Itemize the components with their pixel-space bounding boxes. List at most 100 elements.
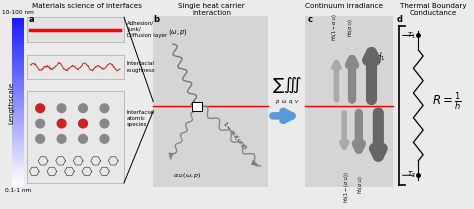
Bar — [12, 116, 24, 118]
Text: $H_1(1-\alpha_{12})$: $H_1(1-\alpha_{12})$ — [330, 13, 339, 41]
Text: $\alpha_{12}(\omega,p)$: $\alpha_{12}(\omega,p)$ — [173, 171, 201, 180]
Bar — [12, 70, 24, 71]
Bar — [12, 28, 24, 29]
Bar — [12, 128, 24, 129]
Bar — [12, 94, 24, 96]
Bar — [12, 160, 24, 162]
Bar — [12, 42, 24, 43]
Bar — [12, 133, 24, 135]
Bar — [12, 29, 24, 31]
Circle shape — [100, 135, 109, 143]
Bar — [12, 101, 24, 102]
Text: b: b — [153, 15, 159, 24]
Bar — [12, 176, 24, 177]
Bar — [12, 114, 24, 115]
Bar — [12, 91, 24, 93]
Bar — [12, 51, 24, 52]
Bar — [12, 119, 24, 121]
Bar — [12, 98, 24, 100]
Text: $H_2(1-(\alpha_{12}))$: $H_2(1-(\alpha_{12}))$ — [342, 171, 351, 203]
Text: c: c — [307, 15, 312, 24]
Bar — [12, 139, 24, 140]
Bar — [12, 124, 24, 125]
Bar — [12, 77, 24, 79]
Bar — [12, 93, 24, 94]
Bar — [12, 166, 24, 167]
Bar — [12, 21, 24, 22]
Bar — [12, 71, 24, 73]
Bar — [12, 59, 24, 60]
Bar — [12, 152, 24, 153]
Bar — [12, 31, 24, 32]
Bar — [12, 104, 24, 105]
Bar — [12, 185, 24, 187]
Text: d: d — [397, 15, 403, 24]
Bar — [12, 36, 24, 38]
Bar — [12, 45, 24, 46]
Bar — [12, 115, 24, 116]
Bar — [12, 181, 24, 182]
Text: Interfacial
atomic
species: Interfacial atomic species — [127, 110, 155, 127]
Bar — [12, 146, 24, 147]
Text: $T_2$: $T_2$ — [407, 170, 416, 180]
Bar — [12, 62, 24, 63]
Circle shape — [57, 135, 66, 143]
Bar — [12, 122, 24, 124]
Bar — [12, 153, 24, 154]
Text: $H_2$: $H_2$ — [371, 138, 382, 151]
Bar — [12, 53, 24, 55]
Bar — [12, 35, 24, 36]
Bar — [12, 145, 24, 146]
Bar — [12, 56, 24, 57]
Bar — [12, 25, 24, 27]
Bar — [12, 49, 24, 51]
Circle shape — [36, 119, 45, 128]
Bar — [12, 80, 24, 81]
Text: Thermal Boundary
Conductance: Thermal Boundary Conductance — [400, 3, 466, 16]
Bar — [12, 159, 24, 160]
Bar — [12, 168, 24, 170]
Bar — [12, 90, 24, 91]
Text: Lengthscale: Lengthscale — [8, 81, 14, 124]
Text: $R = \frac{1}{h}$: $R = \frac{1}{h}$ — [432, 90, 462, 113]
Text: 0.1-1 nm: 0.1-1 nm — [5, 188, 31, 193]
Bar — [12, 111, 24, 112]
Text: $H_2(\alpha_{12})$: $H_2(\alpha_{12})$ — [346, 18, 355, 37]
Bar — [12, 22, 24, 24]
Bar — [12, 52, 24, 53]
Bar — [12, 162, 24, 163]
Bar — [27, 17, 124, 42]
Text: $\sum\iiint$: $\sum\iiint$ — [272, 76, 302, 95]
Circle shape — [100, 119, 109, 128]
Bar — [12, 178, 24, 180]
Bar — [12, 57, 24, 59]
Circle shape — [57, 104, 66, 112]
Bar — [12, 39, 24, 41]
Text: a: a — [28, 15, 34, 24]
Text: Materials science of interfaces: Materials science of interfaces — [32, 3, 142, 9]
Bar — [12, 136, 24, 138]
Bar — [12, 86, 24, 87]
Text: $T_1$: $T_1$ — [407, 30, 416, 41]
Text: Interfacial
roughness: Interfacial roughness — [127, 61, 155, 73]
Bar — [12, 48, 24, 49]
Bar — [12, 24, 24, 25]
Bar — [12, 157, 24, 159]
Bar — [12, 108, 24, 110]
Bar — [12, 132, 24, 133]
Bar — [12, 18, 24, 20]
Bar — [12, 164, 24, 166]
Bar — [12, 173, 24, 174]
Circle shape — [79, 104, 87, 112]
Text: Continuum irradiance: Continuum irradiance — [305, 3, 383, 9]
Bar — [12, 150, 24, 152]
Bar — [12, 110, 24, 111]
Bar — [27, 55, 124, 79]
Bar — [12, 154, 24, 156]
Circle shape — [100, 104, 109, 112]
Bar — [12, 163, 24, 164]
Bar — [12, 55, 24, 56]
Bar — [12, 177, 24, 178]
Bar — [153, 16, 268, 187]
Bar — [12, 131, 24, 132]
